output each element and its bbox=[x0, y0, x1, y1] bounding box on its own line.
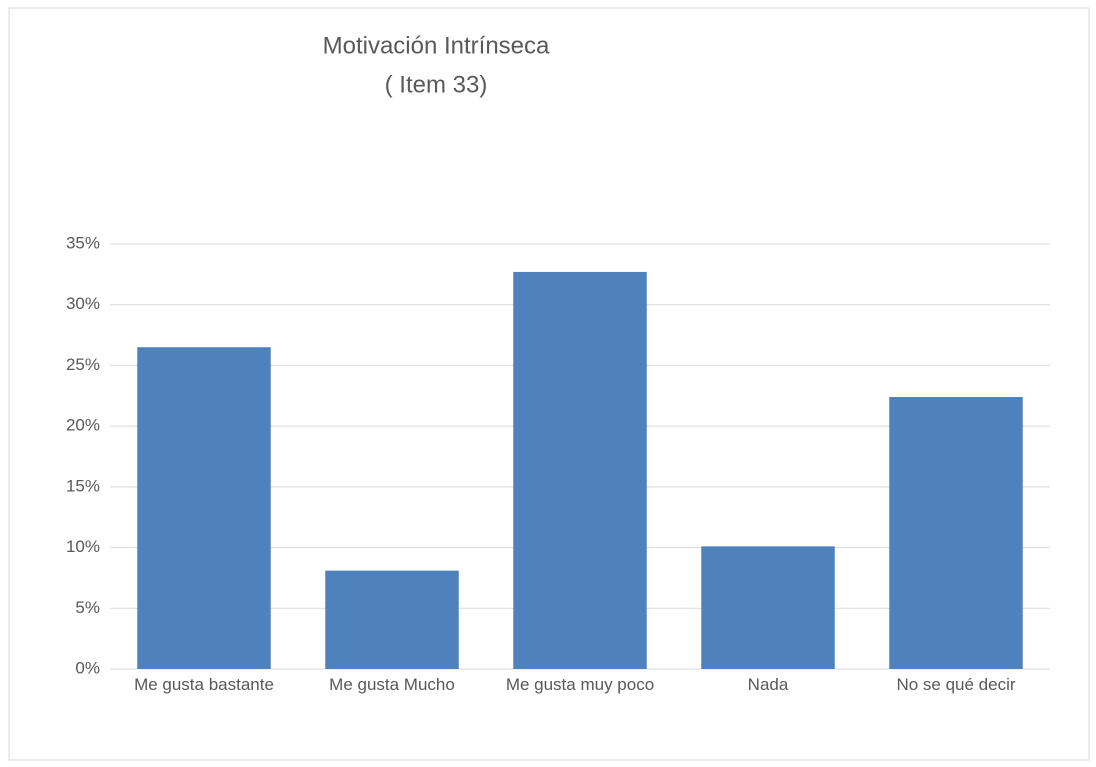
bar bbox=[137, 347, 271, 669]
y-tick-label: 0% bbox=[75, 658, 100, 677]
y-tick-label: 35% bbox=[66, 233, 100, 252]
y-tick-label: 10% bbox=[66, 537, 100, 556]
x-tick-label: Me gusta Mucho bbox=[329, 675, 455, 694]
chart-title: Motivación Intrínseca bbox=[323, 32, 550, 59]
x-tick-label: Me gusta bastante bbox=[134, 675, 274, 694]
x-tick-label: Me gusta muy poco bbox=[505, 675, 655, 694]
bar bbox=[889, 397, 1023, 669]
chart-subtitle: ( Item 33) bbox=[385, 71, 488, 98]
bar bbox=[513, 271, 647, 669]
y-tick-label: 20% bbox=[66, 416, 100, 435]
y-tick-label: 5% bbox=[75, 598, 100, 617]
bar bbox=[701, 546, 835, 669]
y-tick-label: 25% bbox=[66, 355, 100, 374]
bar bbox=[325, 570, 459, 669]
x-tick-label: Nada bbox=[747, 675, 789, 694]
y-tick-label: 30% bbox=[66, 294, 100, 313]
y-tick-label: 15% bbox=[66, 476, 100, 495]
x-tick-label: No se qué decir bbox=[896, 675, 1016, 694]
